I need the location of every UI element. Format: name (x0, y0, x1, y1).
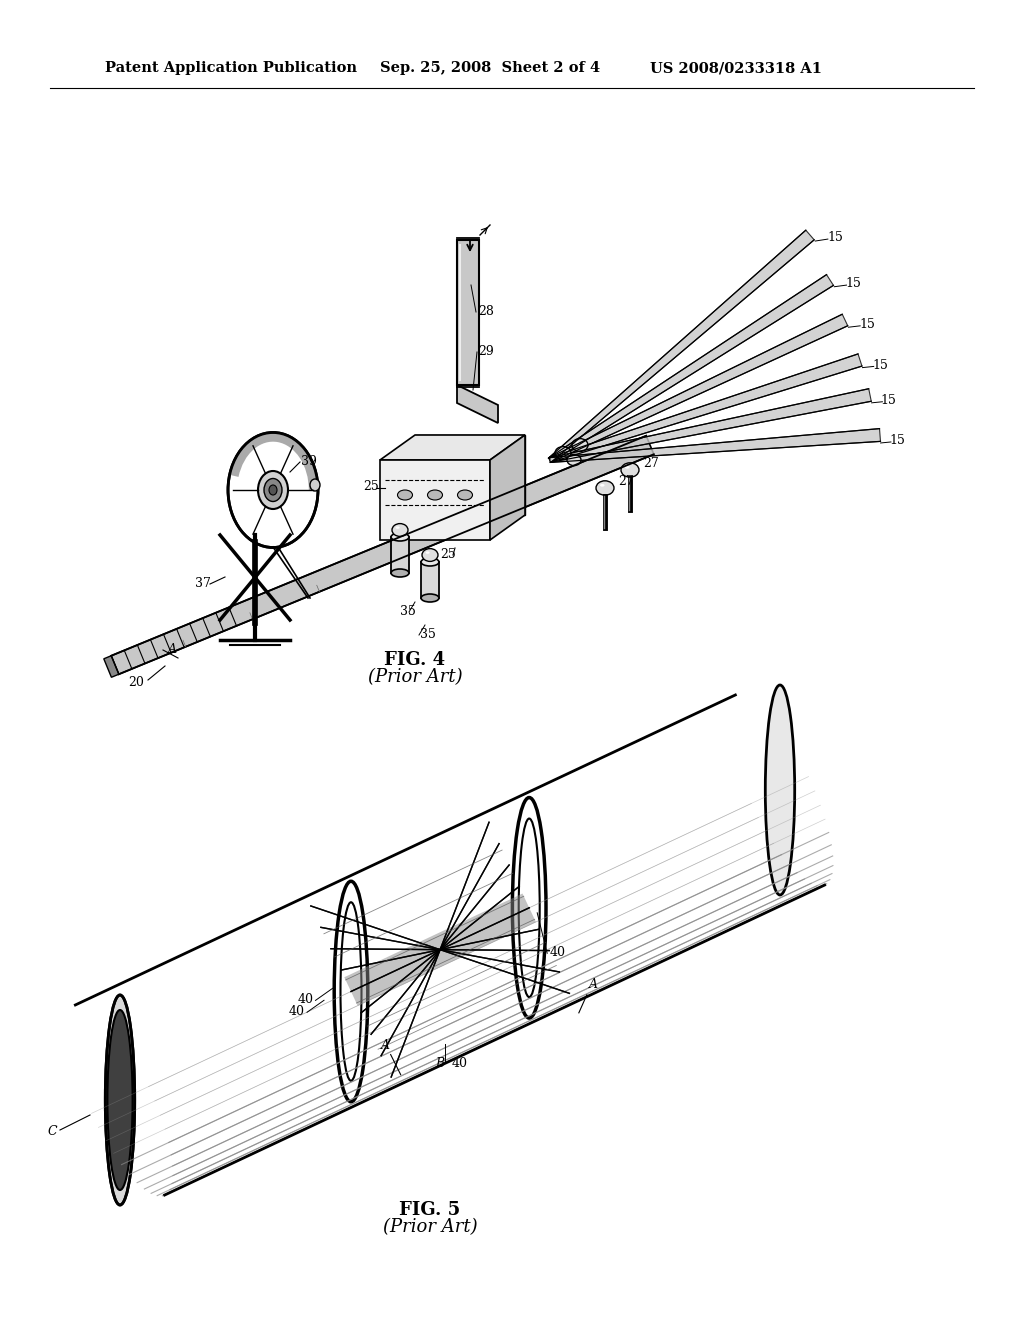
Text: 25: 25 (362, 480, 379, 492)
Text: C: C (48, 1125, 57, 1138)
Text: FIG. 4: FIG. 4 (384, 651, 445, 669)
Text: 15: 15 (827, 231, 844, 244)
Text: A: A (381, 1039, 390, 1052)
Text: 15: 15 (881, 395, 897, 407)
Polygon shape (415, 436, 525, 515)
Text: US 2008/0233318 A1: US 2008/0233318 A1 (650, 61, 822, 75)
Text: 27: 27 (618, 475, 634, 488)
Text: 20: 20 (128, 676, 144, 689)
Ellipse shape (264, 479, 282, 502)
Ellipse shape (108, 1010, 132, 1191)
Text: Sep. 25, 2008  Sheet 2 of 4: Sep. 25, 2008 Sheet 2 of 4 (380, 61, 600, 75)
Ellipse shape (426, 552, 430, 554)
Polygon shape (112, 436, 653, 675)
Text: 35: 35 (400, 605, 416, 618)
Ellipse shape (567, 454, 581, 466)
Ellipse shape (422, 549, 438, 561)
Ellipse shape (596, 480, 614, 495)
Text: 15: 15 (872, 359, 888, 372)
Polygon shape (344, 894, 536, 1006)
Text: 40: 40 (298, 994, 313, 1006)
Ellipse shape (555, 446, 571, 459)
Polygon shape (549, 354, 862, 462)
Text: FIG. 5: FIG. 5 (399, 1201, 461, 1218)
Ellipse shape (421, 558, 439, 566)
Polygon shape (380, 436, 525, 459)
Text: 29: 29 (478, 345, 494, 358)
Text: 39: 39 (301, 455, 316, 469)
Ellipse shape (228, 433, 318, 548)
Text: A: A (589, 978, 598, 991)
Ellipse shape (621, 463, 639, 478)
Text: 15: 15 (889, 434, 905, 447)
Text: (Prior Art): (Prior Art) (383, 1218, 477, 1236)
Text: 28: 28 (478, 305, 494, 318)
Polygon shape (549, 314, 848, 462)
Polygon shape (550, 429, 881, 462)
Text: 35: 35 (420, 628, 436, 642)
Text: (Prior Art): (Prior Art) (368, 668, 462, 686)
Ellipse shape (258, 471, 288, 510)
Ellipse shape (269, 484, 278, 495)
Ellipse shape (391, 569, 409, 577)
Ellipse shape (427, 490, 442, 500)
Text: 27: 27 (643, 457, 658, 470)
Ellipse shape (572, 438, 588, 451)
Ellipse shape (570, 457, 573, 459)
Ellipse shape (458, 490, 472, 500)
Ellipse shape (392, 524, 408, 536)
Polygon shape (549, 230, 814, 462)
Polygon shape (380, 459, 490, 540)
Ellipse shape (765, 685, 795, 895)
Ellipse shape (421, 594, 439, 602)
Ellipse shape (625, 466, 630, 469)
Text: 15: 15 (859, 318, 876, 331)
Text: A: A (168, 643, 177, 656)
Text: 40: 40 (289, 1006, 305, 1018)
Text: Patent Application Publication: Patent Application Publication (105, 61, 357, 75)
Ellipse shape (310, 479, 319, 491)
Ellipse shape (559, 449, 562, 451)
Ellipse shape (391, 533, 409, 541)
Text: 37: 37 (195, 577, 211, 590)
Text: 25: 25 (440, 548, 456, 561)
Text: B: B (435, 1057, 444, 1071)
Ellipse shape (397, 490, 413, 500)
Ellipse shape (600, 484, 604, 487)
Polygon shape (549, 275, 834, 462)
Ellipse shape (395, 527, 399, 529)
Ellipse shape (575, 441, 580, 444)
Ellipse shape (105, 995, 135, 1205)
Text: 15: 15 (846, 277, 861, 290)
Polygon shape (391, 537, 409, 573)
Polygon shape (103, 656, 119, 677)
Polygon shape (550, 388, 871, 462)
Text: 40: 40 (453, 1057, 468, 1071)
Text: 40: 40 (549, 946, 565, 960)
Polygon shape (421, 562, 439, 598)
Polygon shape (457, 240, 479, 385)
Polygon shape (457, 385, 498, 422)
Polygon shape (490, 436, 525, 540)
